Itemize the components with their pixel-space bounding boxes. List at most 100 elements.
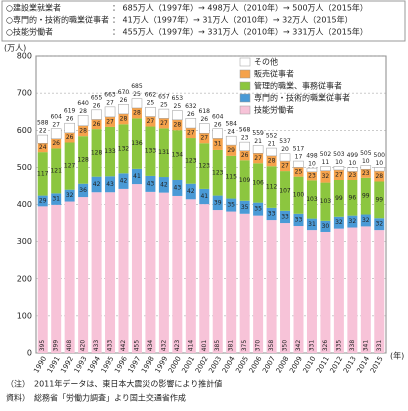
header-label: ○専門的・技術的職業従事者 bbox=[6, 15, 109, 25]
segment-label: 96 bbox=[349, 194, 357, 201]
total-label: 670 bbox=[118, 89, 130, 96]
bar-segment bbox=[51, 204, 62, 353]
segment-label: 27 bbox=[335, 171, 343, 178]
segment-label: 134 bbox=[172, 152, 184, 159]
bar-segment bbox=[131, 98, 143, 109]
segment-label: 27 bbox=[147, 118, 155, 125]
segment-label: 41 bbox=[133, 173, 141, 180]
bar-segment bbox=[293, 160, 304, 168]
bar-segment bbox=[158, 192, 169, 353]
bar-segment bbox=[145, 126, 156, 176]
total-label: 517 bbox=[293, 146, 305, 153]
segment-label: 26 bbox=[93, 121, 101, 128]
segment-label: 106 bbox=[252, 179, 264, 186]
segment-label: 21 bbox=[254, 138, 262, 145]
bar-segment bbox=[239, 213, 250, 353]
segment-label: 103 bbox=[320, 198, 332, 205]
bar-segment bbox=[37, 152, 48, 196]
bar-segment bbox=[225, 135, 237, 146]
segment-label: 128 bbox=[91, 149, 103, 156]
bar-segment bbox=[158, 177, 169, 193]
segment-label: 133 bbox=[145, 148, 157, 155]
segment-label: 99 bbox=[375, 196, 383, 203]
bar-segment bbox=[280, 210, 291, 224]
bar-segment bbox=[118, 113, 129, 125]
bar-segment bbox=[226, 145, 237, 156]
bar-segment bbox=[199, 188, 210, 205]
segment-label: 117 bbox=[37, 170, 49, 177]
bar-segment bbox=[78, 183, 89, 198]
bar-segment bbox=[347, 215, 358, 228]
segment-label: 23 bbox=[362, 170, 370, 177]
segment-label: 35 bbox=[254, 206, 262, 213]
segment-label: 11 bbox=[322, 159, 330, 166]
bar-segment bbox=[239, 160, 250, 201]
bar-segment bbox=[212, 195, 223, 211]
bar-segment bbox=[266, 147, 277, 157]
bar-segment bbox=[145, 106, 156, 117]
segment-label: 42 bbox=[120, 178, 128, 185]
segment-label: 33 bbox=[295, 216, 303, 223]
segment-label: 99 bbox=[335, 195, 343, 202]
bar-segment bbox=[253, 153, 264, 164]
segment-label: 326 bbox=[322, 340, 329, 352]
segment-label: 26 bbox=[52, 140, 60, 147]
bar-segment bbox=[104, 106, 116, 118]
header-box bbox=[1, 0, 406, 42]
header-text: ： 685万人（1997年）→ 498万人（2010年）→ 500万人（2015… bbox=[112, 3, 368, 13]
legend-swatch bbox=[239, 81, 251, 91]
segment-label: 42 bbox=[187, 188, 195, 195]
bar-segment bbox=[266, 166, 277, 208]
bar-segment bbox=[360, 177, 371, 215]
segment-label: 35 bbox=[227, 202, 235, 209]
segment-label: 350 bbox=[282, 340, 289, 352]
bar-segment bbox=[199, 123, 210, 134]
y-tick-label: 800 bbox=[17, 52, 32, 61]
segment-label: 10 bbox=[349, 160, 357, 167]
segment-label: 28 bbox=[133, 110, 141, 117]
segment-label: 32 bbox=[362, 217, 370, 224]
bar-segment bbox=[280, 223, 291, 353]
total-label: 632 bbox=[185, 103, 197, 110]
total-label: 552 bbox=[266, 133, 278, 140]
bar-segment bbox=[185, 118, 197, 129]
segment-label: 31 bbox=[214, 141, 222, 148]
segment-label: 99 bbox=[362, 193, 370, 200]
segment-label: 26 bbox=[214, 121, 222, 128]
bar-segment bbox=[293, 167, 304, 177]
segment-label: 27 bbox=[52, 121, 60, 128]
segment-label: 100 bbox=[293, 192, 305, 199]
bar-segment bbox=[78, 197, 89, 353]
total-label: 498 bbox=[306, 153, 318, 160]
segment-label: 32 bbox=[322, 173, 330, 180]
bar-segment bbox=[91, 129, 102, 177]
y-tick-label: 100 bbox=[17, 311, 32, 320]
segment-label: 341 bbox=[362, 340, 369, 352]
bar-segment bbox=[185, 128, 196, 139]
segment-label: 24 bbox=[39, 144, 47, 151]
y-tick-label: 600 bbox=[17, 126, 32, 135]
segment-label: 455 bbox=[133, 340, 140, 352]
bar-segment bbox=[172, 110, 183, 121]
segment-label: 42 bbox=[93, 181, 101, 188]
segment-label: 423 bbox=[174, 340, 181, 352]
total-label: 503 bbox=[333, 151, 345, 158]
segment-label: 331 bbox=[308, 340, 315, 352]
segment-label: 401 bbox=[201, 340, 208, 352]
bar-segment bbox=[64, 189, 75, 202]
bar-segment bbox=[306, 230, 317, 353]
segment-label: 133 bbox=[104, 148, 116, 155]
total-label: 502 bbox=[320, 151, 332, 158]
bar-segment bbox=[78, 136, 89, 184]
bar-segment bbox=[172, 130, 183, 180]
bar-segment bbox=[293, 213, 304, 227]
segment-label: 10 bbox=[362, 158, 370, 165]
segment-label: 41 bbox=[200, 193, 208, 200]
segment-label: 25 bbox=[147, 100, 155, 107]
bar-segment bbox=[239, 200, 250, 214]
bar-segment bbox=[306, 171, 317, 181]
bar-segment bbox=[131, 168, 142, 185]
segment-label: 395 bbox=[39, 340, 46, 352]
segment-label: 127 bbox=[64, 163, 76, 170]
